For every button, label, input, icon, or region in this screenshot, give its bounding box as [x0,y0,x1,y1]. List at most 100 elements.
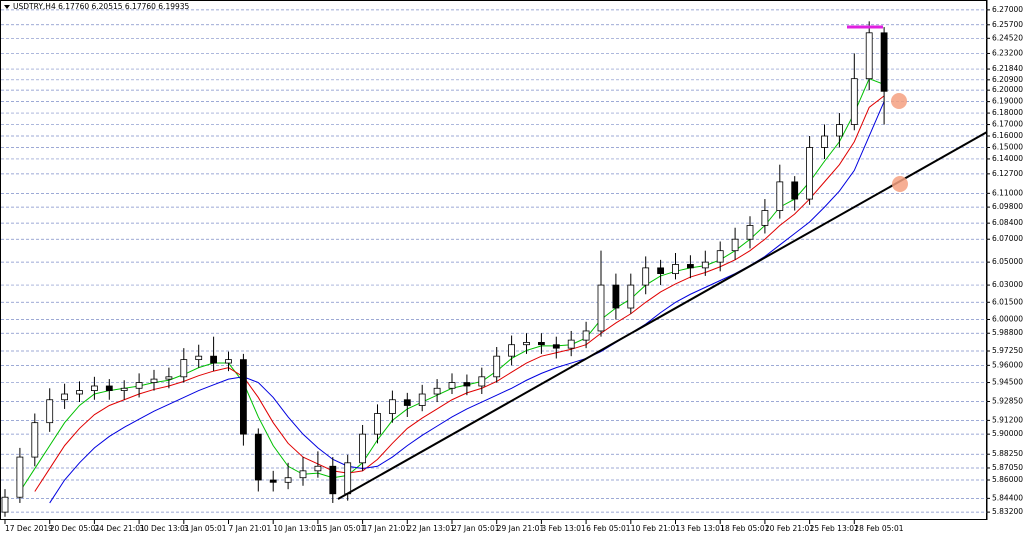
y-tick-label: 5.94500 [992,378,1023,387]
x-tick-label: 22 Jan 13:01 [407,524,455,533]
y-tick-label: 5.87050 [992,463,1023,472]
x-tick-label: 17 Dec 2019 [5,524,53,533]
candle-body [344,462,352,495]
candle-body [791,181,799,200]
y-tick-label: 6.01500 [992,297,1023,306]
candle-body [135,382,143,389]
candle-body [582,330,590,341]
x-tick-label: 3 Feb 13:01 [541,524,586,533]
candle-body [299,470,307,479]
y-tick-label: 6.05000 [992,257,1023,266]
y-tick-label: 5.90000 [992,429,1023,438]
y-tick-label: 5.98800 [992,328,1023,337]
plot-frame [0,0,987,520]
candle-body [388,399,396,414]
x-tick-label: 24 Dec 21:01 [94,524,145,533]
y-tick-label: 6.07000 [992,234,1023,243]
y-tick-label: 6.09800 [992,202,1023,211]
candle-body [850,78,858,125]
candle-body [225,359,232,364]
y-tick-label: 6.08400 [992,218,1023,227]
candle-body [731,238,739,252]
x-tick-label: 17 Jan 21:01 [363,524,411,533]
candle-body [239,359,247,435]
y-tick-label: 5.96000 [992,360,1023,369]
y-tick-label: 6.18000 [992,108,1023,117]
y-tick-label: 6.15000 [992,142,1023,151]
candle-body [61,393,68,401]
candle-body [701,261,709,269]
candle-body [463,382,471,387]
y-tick-label: 5.91200 [992,415,1023,424]
candle-body [16,456,24,498]
y-tick-label: 6.11000 [992,188,1023,197]
y-tick-label: 5.88250 [992,449,1023,458]
candle-body [880,32,888,92]
candle-body [657,267,664,275]
y-tick-label: 5.97250 [992,346,1023,355]
candle-body [359,433,367,464]
x-tick-label: 15 Jan 05:01 [318,524,366,533]
candle-body [105,385,113,391]
grid [1,9,987,513]
trendline [337,131,988,500]
y-tick-label: 6.23200 [992,48,1023,57]
y-tick-label: 6.25700 [992,20,1023,29]
candle-body [180,359,188,378]
candle-body [821,135,828,148]
candle-body [806,147,813,200]
y-tick-label: 5.92850 [992,396,1023,405]
candle-body [76,390,83,395]
candle-body [1,496,9,513]
candle-body [716,250,724,263]
candle-body [523,342,530,346]
y-tick-label: 6.12700 [992,169,1023,178]
y-tick-label: 6.14000 [992,154,1023,163]
candle-body [746,225,754,240]
candle-body [91,385,98,391]
candle-body [612,284,620,309]
x-tick-label: 29 Jan 21:01 [497,524,545,533]
candle-body [493,355,501,378]
candle-body [418,393,426,406]
candle-body [776,181,784,211]
candle-body [538,342,545,346]
candle-body [672,264,679,275]
candle-body [150,378,158,383]
candle-body [195,355,203,361]
candle-body [433,387,441,395]
candle-body [478,376,486,387]
x-tick-label: 13 Feb 13:01 [676,524,725,533]
y-tick-label: 6.17000 [992,120,1023,129]
symbol-arrow [4,5,10,9]
y-tick-label: 6.03000 [992,280,1023,289]
highlight-circle [892,176,908,192]
candle-body [552,344,560,349]
x-tick-label: 20 Feb 21:01 [765,524,814,533]
candle-body [642,267,650,286]
y-tick-label: 5.86000 [992,475,1023,484]
y-tick-label: 6.16000 [992,131,1023,140]
x-tick-label: 30 Dec 13:01 [139,524,190,533]
candle-body [31,422,39,458]
candle-body [46,399,54,424]
candle-body [448,382,456,389]
candle-body [269,479,277,483]
candle-body [314,465,322,472]
x-tick-label: 27 Jan 05:01 [452,524,500,533]
y-tick-label: 6.21840 [992,64,1023,73]
candle-body [403,399,411,406]
candle-body [165,376,173,380]
candle-body [836,124,843,137]
x-tick-label: 20 Dec 05:01 [50,524,101,533]
x-tick-label: 10 Jan 13:01 [273,524,321,533]
candle-body [761,210,769,226]
y-tick-label: 5.83200 [992,507,1023,516]
candle-body [567,339,575,349]
x-tick-label: 18 Feb 05:01 [720,524,769,533]
candle-body [508,344,516,357]
candle-body [120,387,128,391]
candle-body [284,477,292,483]
